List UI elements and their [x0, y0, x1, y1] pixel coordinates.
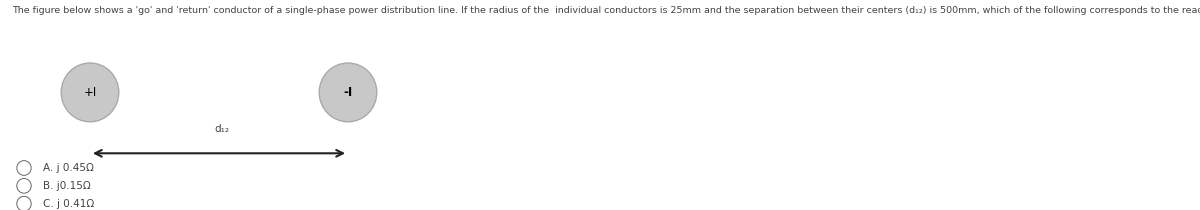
- Text: The figure below shows a 'go' and 'return' conductor of a single-phase power dis: The figure below shows a 'go' and 'retur…: [12, 6, 1200, 15]
- Ellipse shape: [319, 63, 377, 122]
- Text: d₁₂: d₁₂: [215, 124, 229, 134]
- Text: +I: +I: [83, 86, 97, 99]
- Text: A. j 0.45Ω: A. j 0.45Ω: [43, 163, 94, 173]
- Ellipse shape: [61, 63, 119, 122]
- Text: B. j0.15Ω: B. j0.15Ω: [43, 181, 91, 191]
- Text: -I: -I: [343, 86, 353, 99]
- Text: C. j 0.41Ω: C. j 0.41Ω: [43, 199, 95, 209]
